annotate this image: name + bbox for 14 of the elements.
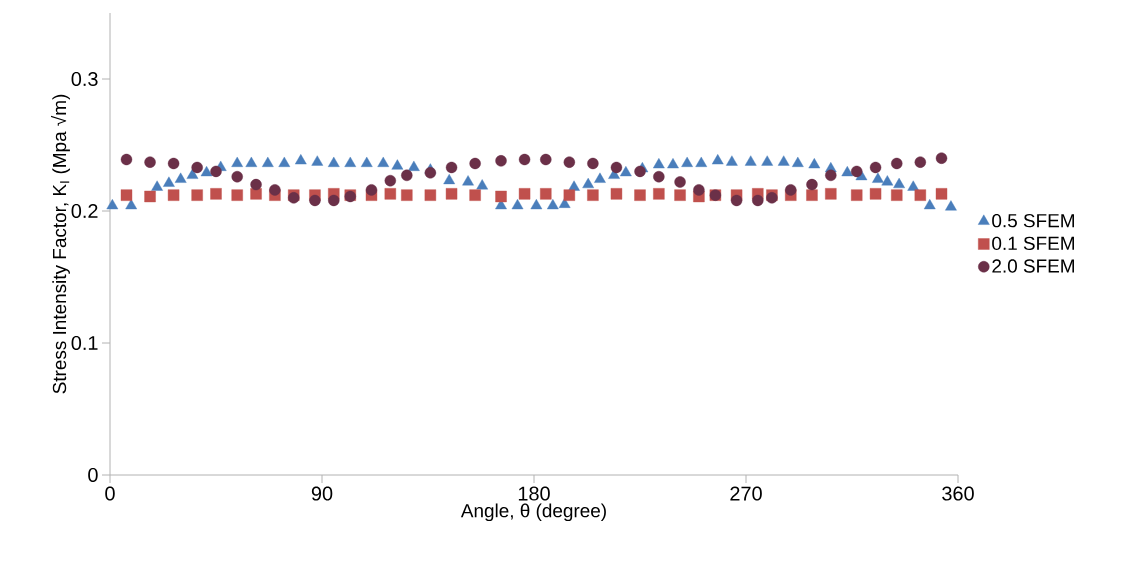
y-tick-label: 0.3 [71,71,98,87]
y-tick-label: 0 [88,467,98,483]
legend-label: 2.0 SFEM [992,259,1074,273]
y-axis-title: Stress Intensity Factor, K$_{I}$ (Mpa √m) [51,94,70,394]
x-axis-title: Angle, θ (degree) [460,503,606,522]
y-tick-label: 0.1 [71,335,98,351]
x-tick-label: 270 [730,486,762,501]
x-tick-label: 180 [518,486,550,501]
x-tick-label: 360 [942,486,974,501]
x-tick-label: 0 [105,486,115,501]
y-tick-label: 0.2 [71,203,98,219]
legend-label: 0.5 SFEM [992,213,1074,228]
x-tick-label: 90 [311,486,333,501]
legend-label: 0.1 SFEM [992,236,1074,251]
